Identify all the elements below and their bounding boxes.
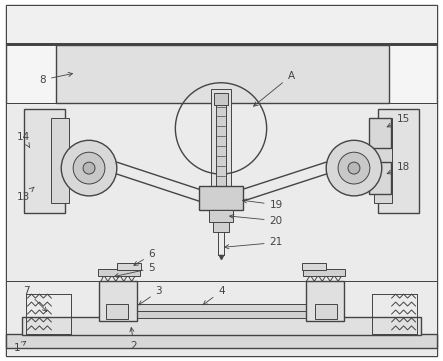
Text: 21: 21	[225, 238, 283, 249]
Bar	[303, 269, 345, 276]
Text: 5: 5	[114, 263, 155, 278]
Bar	[106, 304, 339, 311]
Bar	[209, 210, 233, 222]
Bar	[369, 162, 391, 194]
Bar	[211, 89, 231, 208]
Bar	[22, 317, 421, 335]
Circle shape	[83, 162, 95, 174]
Bar	[303, 264, 326, 270]
Bar	[216, 93, 226, 204]
Text: 15: 15	[387, 114, 410, 127]
Text: 20: 20	[229, 214, 283, 226]
Circle shape	[338, 152, 370, 184]
Bar	[199, 186, 243, 210]
Bar	[6, 43, 437, 103]
Bar	[6, 281, 437, 356]
Bar	[315, 304, 337, 319]
Bar	[23, 109, 65, 213]
Text: A: A	[254, 71, 295, 106]
Circle shape	[73, 152, 105, 184]
Text: 14: 14	[16, 132, 30, 148]
Bar	[369, 118, 391, 148]
Circle shape	[348, 162, 360, 174]
Bar	[117, 264, 140, 270]
Circle shape	[61, 140, 117, 196]
Bar	[378, 109, 420, 213]
Bar	[307, 281, 344, 321]
Bar	[98, 269, 140, 276]
Bar	[374, 118, 392, 203]
Bar	[6, 5, 437, 43]
Bar	[6, 334, 437, 348]
Bar	[51, 118, 69, 203]
Bar	[106, 311, 339, 318]
Text: 19: 19	[243, 199, 283, 210]
Text: 2: 2	[130, 327, 137, 351]
Bar	[56, 45, 389, 103]
Text: 8: 8	[39, 73, 73, 85]
Bar	[106, 304, 128, 319]
Bar	[6, 103, 437, 281]
Circle shape	[326, 140, 382, 196]
Text: 18: 18	[387, 162, 410, 174]
Text: 13: 13	[16, 187, 34, 202]
Bar	[214, 93, 228, 105]
Bar	[99, 281, 136, 321]
Bar	[213, 222, 229, 232]
Text: 6: 6	[134, 249, 155, 265]
Text: 4: 4	[203, 286, 225, 305]
Bar	[6, 43, 437, 45]
Text: 3: 3	[139, 286, 162, 305]
Text: 7: 7	[23, 286, 47, 311]
Text: 1: 1	[14, 341, 26, 353]
